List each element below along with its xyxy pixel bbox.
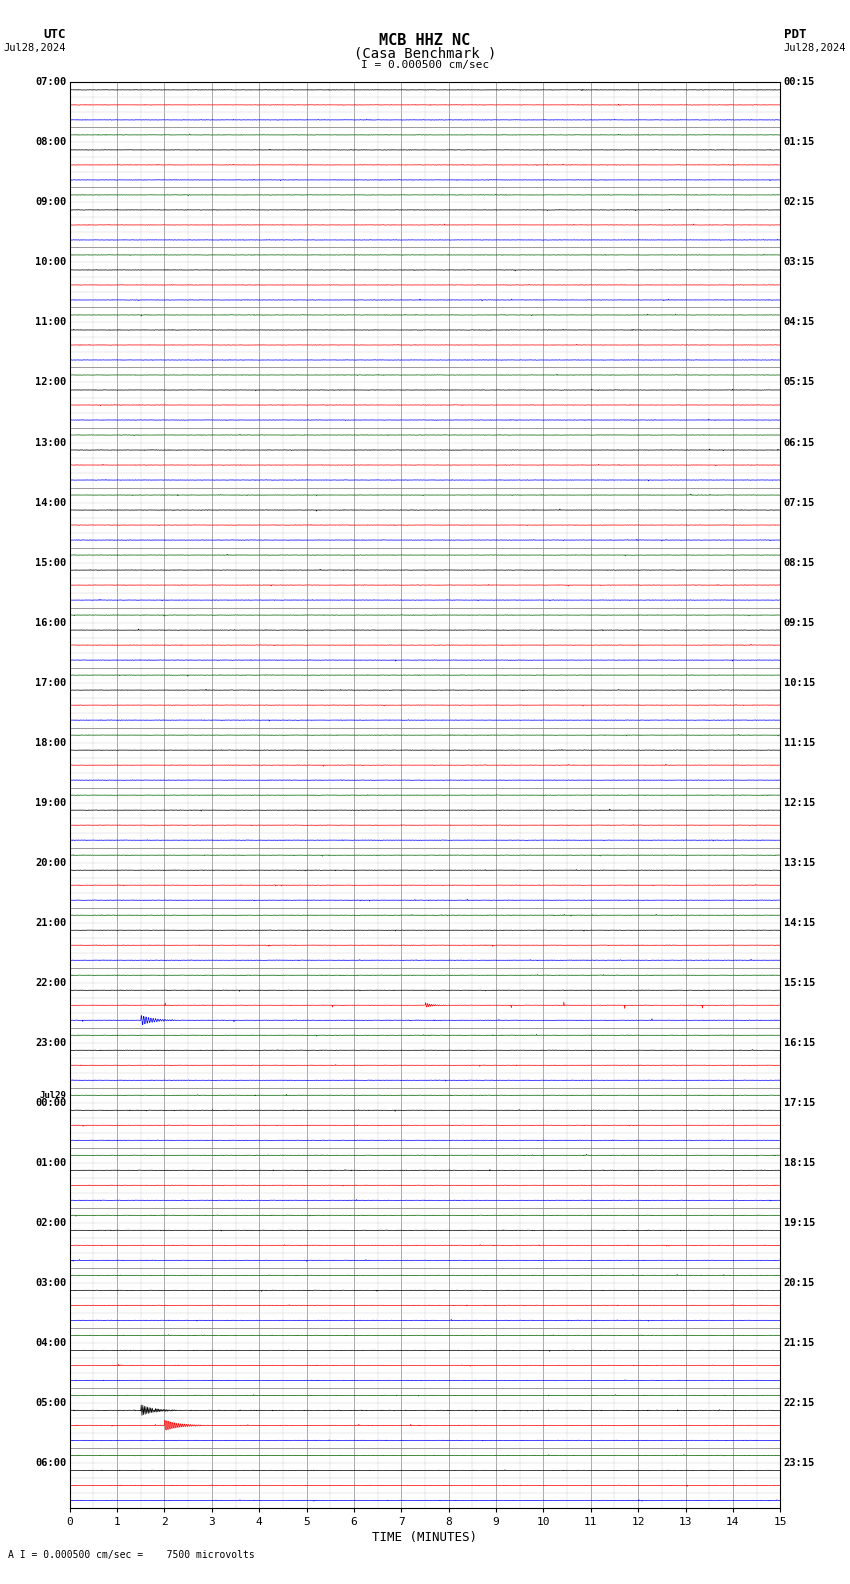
- Text: 21:15: 21:15: [784, 1338, 815, 1348]
- Text: 05:00: 05:00: [35, 1399, 66, 1408]
- Text: Jul29: Jul29: [39, 1091, 66, 1099]
- Text: PDT: PDT: [784, 29, 806, 41]
- Text: 04:00: 04:00: [35, 1338, 66, 1348]
- Text: 14:00: 14:00: [35, 497, 66, 507]
- Text: 16:15: 16:15: [784, 1038, 815, 1047]
- Text: 11:15: 11:15: [784, 738, 815, 748]
- Text: Jul28,2024: Jul28,2024: [3, 43, 66, 52]
- Text: 11:00: 11:00: [35, 317, 66, 328]
- Text: 00:15: 00:15: [784, 78, 815, 87]
- Text: 07:00: 07:00: [35, 78, 66, 87]
- Text: 22:15: 22:15: [784, 1399, 815, 1408]
- Text: 17:00: 17:00: [35, 678, 66, 687]
- Text: 09:00: 09:00: [35, 198, 66, 208]
- Text: 23:00: 23:00: [35, 1038, 66, 1047]
- Text: 15:00: 15:00: [35, 558, 66, 567]
- Text: 09:15: 09:15: [784, 618, 815, 627]
- Text: Jul28,2024: Jul28,2024: [784, 43, 847, 52]
- Text: 01:15: 01:15: [784, 138, 815, 147]
- Text: 18:15: 18:15: [784, 1158, 815, 1167]
- Text: 20:15: 20:15: [784, 1278, 815, 1288]
- Text: 15:15: 15:15: [784, 977, 815, 988]
- Text: 18:00: 18:00: [35, 738, 66, 748]
- Text: 07:15: 07:15: [784, 497, 815, 507]
- X-axis label: TIME (MINUTES): TIME (MINUTES): [372, 1532, 478, 1544]
- Text: 10:15: 10:15: [784, 678, 815, 687]
- Text: 13:15: 13:15: [784, 857, 815, 868]
- Text: MCB HHZ NC: MCB HHZ NC: [379, 33, 471, 48]
- Text: 10:00: 10:00: [35, 258, 66, 268]
- Text: 06:00: 06:00: [35, 1457, 66, 1468]
- Text: 00:00: 00:00: [35, 1098, 66, 1107]
- Text: 12:15: 12:15: [784, 798, 815, 808]
- Text: I = 0.000500 cm/sec: I = 0.000500 cm/sec: [361, 60, 489, 70]
- Text: 06:15: 06:15: [784, 437, 815, 448]
- Text: 02:00: 02:00: [35, 1218, 66, 1228]
- Text: 12:00: 12:00: [35, 377, 66, 388]
- Text: 02:15: 02:15: [784, 198, 815, 208]
- Text: 08:00: 08:00: [35, 138, 66, 147]
- Text: 20:00: 20:00: [35, 857, 66, 868]
- Text: 19:15: 19:15: [784, 1218, 815, 1228]
- Text: 16:00: 16:00: [35, 618, 66, 627]
- Text: A I = 0.000500 cm/sec =    7500 microvolts: A I = 0.000500 cm/sec = 7500 microvolts: [8, 1551, 255, 1560]
- Text: 21:00: 21:00: [35, 917, 66, 928]
- Text: 08:15: 08:15: [784, 558, 815, 567]
- Text: 01:00: 01:00: [35, 1158, 66, 1167]
- Text: 17:15: 17:15: [784, 1098, 815, 1107]
- Text: (Casa Benchmark ): (Casa Benchmark ): [354, 46, 496, 60]
- Text: 13:00: 13:00: [35, 437, 66, 448]
- Text: 03:15: 03:15: [784, 258, 815, 268]
- Text: 19:00: 19:00: [35, 798, 66, 808]
- Text: 14:15: 14:15: [784, 917, 815, 928]
- Text: 05:15: 05:15: [784, 377, 815, 388]
- Text: 03:00: 03:00: [35, 1278, 66, 1288]
- Text: 23:15: 23:15: [784, 1457, 815, 1468]
- Text: UTC: UTC: [44, 29, 66, 41]
- Text: 04:15: 04:15: [784, 317, 815, 328]
- Text: 22:00: 22:00: [35, 977, 66, 988]
